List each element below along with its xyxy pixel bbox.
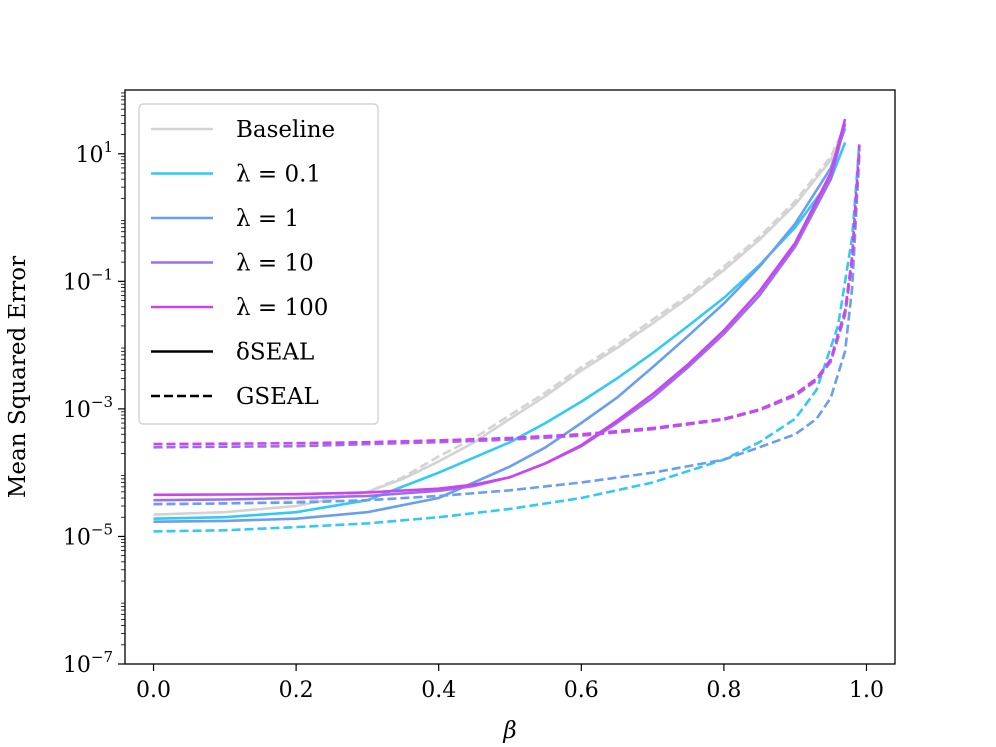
x-tick-label: 0.8 xyxy=(706,678,741,703)
y-axis-label: Mean Squared Error xyxy=(5,256,31,498)
x-axis-label: β xyxy=(502,718,516,744)
legend-label: Baseline xyxy=(236,117,335,143)
series-line-9 xyxy=(153,144,861,446)
x-axis: 0.0 0.2 0.4 0.6 0.8 1.0 xyxy=(136,664,884,703)
series-layer xyxy=(153,118,861,533)
legend-label: GSEAL xyxy=(236,384,319,410)
x-tick-label: 0.2 xyxy=(279,678,314,703)
x-tick-label: 0.0 xyxy=(136,678,171,703)
y-tick-label: 10−1 xyxy=(63,265,113,295)
plot-frame xyxy=(124,89,896,665)
legend-label: δSEAL xyxy=(236,340,314,366)
y-tick-label: 10−5 xyxy=(63,520,113,550)
legend-frame xyxy=(138,103,379,425)
y-tick-label: 101 xyxy=(75,138,113,168)
legend-label: λ = 100 xyxy=(236,295,328,321)
x-tick-label: 1.0 xyxy=(849,678,884,703)
legend-label: λ = 10 xyxy=(236,251,314,277)
series-line-4 xyxy=(153,127,847,523)
legend: Baseline λ = 0.1 λ = 1 λ = 10 λ = 100 δSEAL GS… xyxy=(138,103,379,425)
x-tick-label: 0.4 xyxy=(421,678,456,703)
y-tick-label: 10−7 xyxy=(63,648,113,678)
legend-label: λ = 0.1 xyxy=(236,162,321,188)
series-line-8 xyxy=(153,118,847,497)
y-tick-label: 10−3 xyxy=(63,393,113,423)
series-line-3 xyxy=(153,142,861,533)
series-line-5 xyxy=(153,153,861,506)
y-axis: 10−7 10−5 10−3 10−1 101 xyxy=(63,92,125,678)
legend-label: λ = 1 xyxy=(236,206,299,232)
x-tick-label: 0.6 xyxy=(564,678,599,703)
